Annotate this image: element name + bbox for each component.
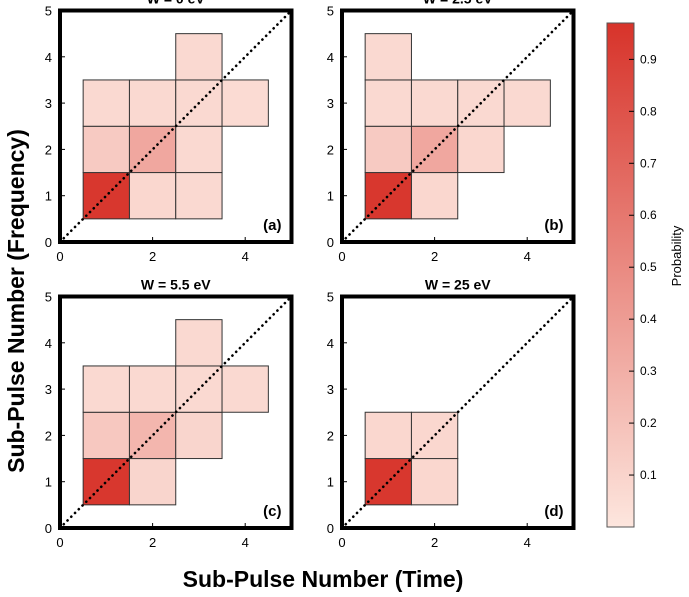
axes-frame — [340, 8, 576, 244]
x-tick-label: 2 — [431, 249, 438, 264]
y-tick-label: 5 — [327, 290, 334, 305]
y-tick-label: 4 — [45, 50, 52, 65]
axes-frame — [58, 294, 294, 530]
colorbar-label: Probability — [669, 225, 684, 286]
diagonal-line — [340, 9, 575, 244]
x-tick-label: 0 — [338, 535, 345, 550]
heatmap-cell — [410, 79, 459, 127]
panel-label: (d) — [544, 503, 563, 520]
x-tick-label: 0 — [56, 535, 63, 550]
heatmap-cell — [82, 411, 130, 460]
heatmap-cell — [364, 33, 412, 81]
x-tick-label: 2 — [431, 535, 438, 550]
y-tick-label: 2 — [45, 428, 52, 443]
x-tick-label: 0 — [56, 249, 63, 264]
colorbar-gradient — [606, 22, 635, 528]
y-tick-label: 4 — [327, 336, 334, 351]
x-tick-label: 4 — [524, 535, 531, 550]
diagonal-line — [58, 295, 293, 530]
heatmap-cell — [221, 365, 269, 413]
y-tick-label: 1 — [327, 475, 334, 490]
x-tick-label: 2 — [149, 535, 156, 550]
heatmap-cell — [364, 125, 412, 174]
x-tick-label: 4 — [524, 249, 531, 264]
panel-b: 0 1 2 3 4 5 0 2 4 W = 2.5 eV (b) — [327, 0, 576, 264]
heatmap-cell — [364, 411, 412, 460]
colorbar-tick-label: 0.8 — [640, 104, 657, 118]
heatmap-cell — [175, 411, 223, 460]
diagonal-line — [340, 295, 575, 530]
y-axis-label: Sub-Pulse Number (Frequency) — [3, 129, 29, 473]
heatmap-cell — [128, 458, 177, 506]
colorbar-ticks: 0.1 0.2 0.3 0.4 0.5 0.6 0.7 0.8 0.9 — [629, 52, 657, 482]
heatmap-cell — [175, 125, 223, 174]
x-tick-label: 4 — [242, 535, 249, 550]
heatmap-cell — [128, 365, 177, 413]
colorbar-tick-label: 0.3 — [640, 364, 657, 378]
y-tick-label: 3 — [327, 96, 334, 111]
heatmap-cell — [503, 79, 551, 127]
panel-title: W = 0 eV — [147, 0, 206, 7]
x-tick-label: 0 — [338, 249, 345, 264]
y-tick-label: 0 — [45, 521, 52, 536]
colorbar: 0.1 0.2 0.3 0.4 0.5 0.6 0.7 0.8 0.9 Probability — [606, 22, 684, 528]
y-tick-label: 5 — [327, 4, 334, 19]
y-tick-label: 4 — [45, 336, 52, 351]
heatmap-cell — [128, 172, 177, 220]
y-tick-label: 3 — [45, 96, 52, 111]
heatmap-cell — [457, 125, 505, 174]
y-tick-label: 1 — [327, 189, 334, 204]
y-tick-label: 2 — [327, 428, 334, 443]
panel-title: W = 2.5 eV — [423, 0, 493, 7]
panels: 0 1 2 3 4 5 0 2 4 W = 0 eV (a) 0 1 2 3 4 5 0 2 4 W = 2.5 eV (… — [45, 0, 576, 550]
heatmap-cell — [410, 458, 459, 506]
x-axis-label: Sub-Pulse Number (Time) — [183, 566, 464, 592]
heatmap-cell — [128, 79, 177, 127]
colorbar-tick-label: 0.2 — [640, 416, 657, 430]
y-tick-label: 0 — [327, 235, 334, 250]
x-tick-label: 2 — [149, 249, 156, 264]
panel-title: W = 25 eV — [425, 277, 491, 293]
colorbar-tick-label: 0.5 — [640, 260, 657, 274]
heatmap-cell — [364, 79, 412, 127]
colorbar-tick-label: 0.4 — [640, 312, 657, 326]
diagonal-line — [58, 9, 293, 244]
colorbar-tick-label: 0.6 — [640, 208, 657, 222]
panel-c: 0 1 2 3 4 5 0 2 4 W = 5.5 eV (c) — [45, 277, 294, 550]
heatmap-cell — [82, 79, 130, 127]
panel-title: W = 5.5 eV — [141, 277, 211, 293]
y-tick-label: 0 — [45, 235, 52, 250]
y-tick-label: 1 — [45, 475, 52, 490]
heatmap-cell — [175, 33, 223, 81]
panel-a: 0 1 2 3 4 5 0 2 4 W = 0 eV (a) — [45, 0, 294, 264]
colorbar-tick-label: 0.1 — [640, 468, 657, 482]
panel-label: (b) — [544, 217, 563, 234]
heatmap-cell — [410, 172, 459, 220]
heatmap-cell — [82, 125, 130, 174]
panel-label: (c) — [263, 503, 281, 520]
heatmap-cell — [82, 365, 130, 413]
y-tick-label: 5 — [45, 4, 52, 19]
panel-label: (a) — [263, 217, 281, 234]
axes-frame — [340, 294, 576, 530]
y-tick-label: 2 — [327, 142, 334, 157]
y-tick-label: 0 — [327, 521, 334, 536]
y-tick-label: 4 — [327, 50, 334, 65]
panel-d: 0 1 2 3 4 5 0 2 4 W = 25 eV (d) — [327, 277, 576, 550]
colorbar-tick-label: 0.7 — [640, 156, 657, 170]
colorbar-tick-label: 0.9 — [640, 52, 657, 66]
heatmap-cell — [221, 79, 269, 127]
x-tick-label: 4 — [242, 249, 249, 264]
y-tick-label: 3 — [327, 382, 334, 397]
y-tick-label: 5 — [45, 290, 52, 305]
axes-frame — [58, 8, 294, 244]
heatmap-cell — [175, 172, 223, 220]
y-tick-label: 2 — [45, 142, 52, 157]
heatmap-cell — [175, 319, 223, 367]
y-tick-label: 3 — [45, 382, 52, 397]
y-tick-label: 1 — [45, 189, 52, 204]
